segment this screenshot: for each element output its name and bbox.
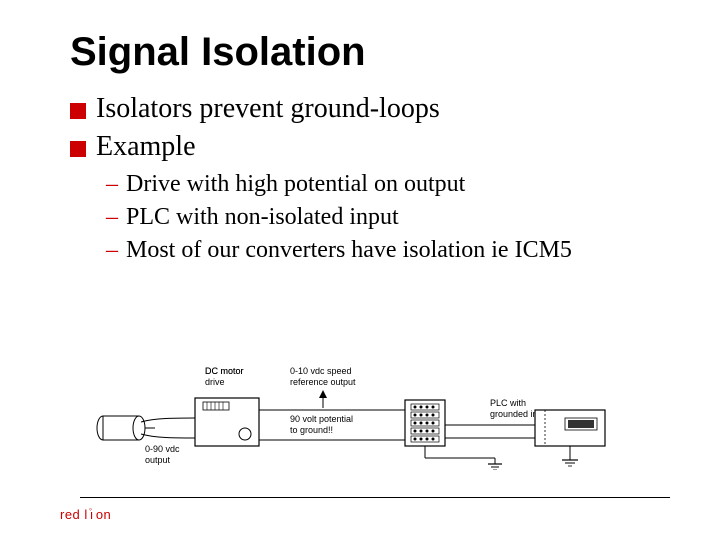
bullet-main-2-text: Example [96, 131, 196, 163]
dash-icon: – [106, 169, 118, 200]
bullet-main-1: Isolators prevent ground-loops [70, 93, 670, 125]
logo-red: red [60, 507, 80, 522]
bullet-main-2: Example [70, 131, 670, 163]
svg-text:90 volt potentialto ground!!: 90 volt potentialto ground!! [290, 414, 353, 435]
svg-text:0-90 vdcoutput: 0-90 vdcoutput [145, 444, 180, 465]
bullet-sub-2-text: PLC with non-isolated input [126, 202, 399, 233]
bullet-sub-2: – PLC with non-isolated input [106, 202, 670, 233]
logo-lion: lı◦on [84, 507, 111, 522]
svg-text:DC motordrive: DC motordrive [205, 366, 244, 387]
dash-icon: – [106, 235, 118, 266]
bullet-sub-3: – Most of our converters have isolation … [106, 235, 670, 266]
square-bullet-icon [70, 141, 86, 157]
diagram: DC motor DC motordrive 0-90 vdcoutput 0-… [95, 350, 655, 470]
footer-divider [80, 497, 670, 498]
bullet-sub-1: – Drive with high potential on output [106, 169, 670, 200]
bullet-main-1-text: Isolators prevent ground-loops [96, 93, 440, 125]
bullet-sub-1-text: Drive with high potential on output [126, 169, 465, 200]
dash-icon: – [106, 202, 118, 233]
slide-title: Signal Isolation [70, 30, 670, 75]
svg-text:0-10 vdc speedreference output: 0-10 vdc speedreference output [290, 366, 356, 387]
bullet-sub-3-text: Most of our converters have isolation ie… [126, 235, 572, 266]
square-bullet-icon [70, 103, 86, 119]
logo: red lı◦on [60, 507, 111, 522]
